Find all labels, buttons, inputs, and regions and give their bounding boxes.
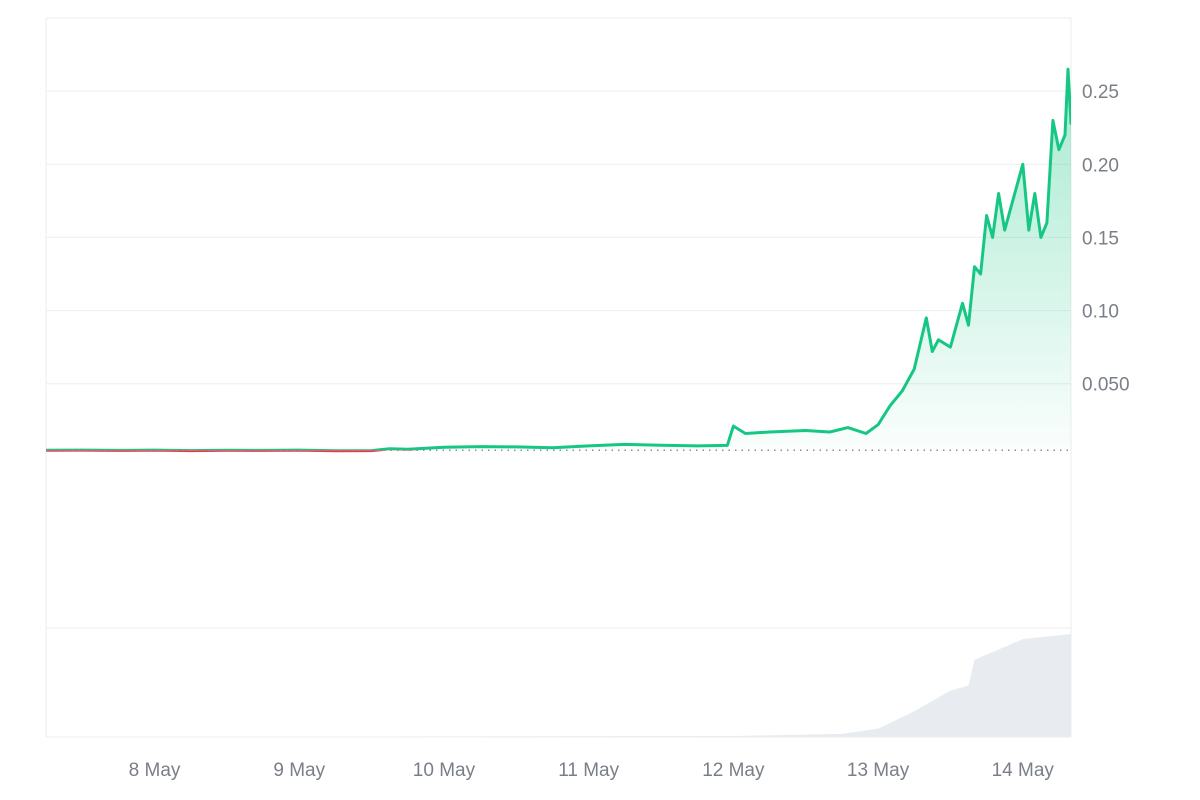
- volume-area: [46, 634, 1071, 737]
- y-tick-label: 0.10: [1082, 302, 1119, 323]
- x-tick-label: 12 May: [702, 760, 765, 781]
- x-tick-label: 13 May: [847, 760, 910, 781]
- y-tick-label: 0.25: [1082, 82, 1119, 103]
- x-axis-ticks: 8 May 9 May 10 May 11 May 12 May 13 May 14 May: [129, 760, 1055, 781]
- y-axis-ticks: 0.050 0.10 0.15 0.20 0.25: [1082, 82, 1130, 396]
- price-area-fill: [50, 69, 1071, 451]
- x-tick-label: 11 May: [558, 760, 619, 781]
- area-fill: [50, 69, 1071, 451]
- y-tick-label: 0.050: [1082, 375, 1130, 396]
- x-tick-label: 10 May: [413, 760, 476, 781]
- x-tick-label: 8 May: [129, 760, 181, 781]
- x-tick-label: 14 May: [992, 760, 1055, 781]
- grid-lines: [46, 90, 1071, 385]
- y-tick-label: 0.15: [1082, 228, 1119, 249]
- y-tick-label: 0.20: [1082, 155, 1119, 176]
- volume-fill: [46, 634, 1071, 737]
- x-tick-label: 9 May: [273, 760, 325, 781]
- price-line-up: [46, 67, 1071, 451]
